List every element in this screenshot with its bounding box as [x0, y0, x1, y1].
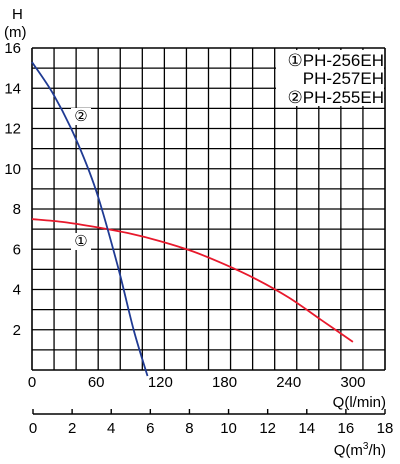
legend-entry: PH-257EH	[303, 69, 384, 88]
x-tick-label-m3h: 4	[107, 420, 115, 437]
legend-entry: ①PH-256EH	[287, 51, 384, 70]
curve-marker-label: ②	[74, 108, 87, 125]
legend-entry: ②PH-255EH	[287, 88, 384, 107]
performance-curves	[31, 61, 354, 377]
x-tick-label-m3h: 0	[29, 420, 37, 437]
x-tick-label-m3h: 8	[185, 420, 193, 437]
y-tick-label: 12	[4, 121, 21, 138]
x-axis-m3h-label-superscript: 3	[363, 441, 369, 452]
x-tick-label-lpm: 300	[340, 374, 365, 391]
x-tick-label-m3h: 12	[259, 420, 276, 437]
curve-marker-background	[71, 108, 91, 125]
x-tick-label-lpm: 180	[212, 374, 237, 391]
curve-marker-background	[71, 233, 91, 250]
legend-entry-text: PH-257EH	[303, 69, 384, 88]
x-tick-label-m3h: 6	[146, 420, 154, 437]
x-axis-lpm-label: Q(l/min)	[333, 394, 386, 411]
legend-entry-text: PH-256EH	[303, 51, 384, 70]
x-tick-label-lpm: 60	[88, 374, 105, 391]
curve-marker-label: ①	[74, 233, 87, 250]
y-tick-label: 14	[4, 80, 21, 97]
x-axis-lpm-ticks: 0 60 120 180 240 300	[28, 374, 366, 391]
legend-entry-marker: ②	[287, 88, 302, 107]
x-tick-label-m3h: 10	[220, 420, 237, 437]
y-tick-label: 6	[13, 241, 21, 258]
x-tick-label-m3h: 16	[338, 420, 355, 437]
y-axis-label-h: H	[12, 6, 23, 23]
y-tick-label: 8	[13, 201, 21, 218]
chart-grid	[31, 47, 386, 371]
y-tick-label: 10	[4, 161, 21, 178]
x-axis-m3h-label-suffix: /h)	[368, 442, 386, 459]
series-curve-2	[31, 61, 149, 377]
curve-markers: ①②	[71, 108, 91, 250]
y-axis-ticks: 2 4 6 8 10 12 14 16	[4, 40, 21, 339]
x-tick-label-lpm: 120	[148, 374, 173, 391]
y-tick-label: 2	[13, 322, 21, 339]
legend-entry-text: PH-255EH	[303, 88, 384, 107]
y-axis-label-unit: (m)	[4, 24, 27, 41]
x-tick-label-m3h: 18	[377, 420, 394, 437]
x-tick-label-lpm: 0	[28, 374, 36, 391]
y-tick-label: 4	[13, 282, 21, 299]
x-tick-label-m3h: 2	[68, 420, 76, 437]
y-tick-label: 16	[4, 40, 21, 57]
x-tick-label-m3h: 14	[298, 420, 315, 437]
x-axis-m3h-label-prefix: Q(m	[334, 442, 363, 459]
legend-entry-marker: ①	[287, 51, 302, 70]
x-tick-label-lpm: 240	[276, 374, 301, 391]
legend-background	[276, 50, 384, 106]
x-axis-m3h-ticks: 0 2 4 6 8 10 12 14 16 18	[29, 409, 394, 437]
x-axis-m3h-label: Q(m3/h)	[334, 441, 386, 459]
